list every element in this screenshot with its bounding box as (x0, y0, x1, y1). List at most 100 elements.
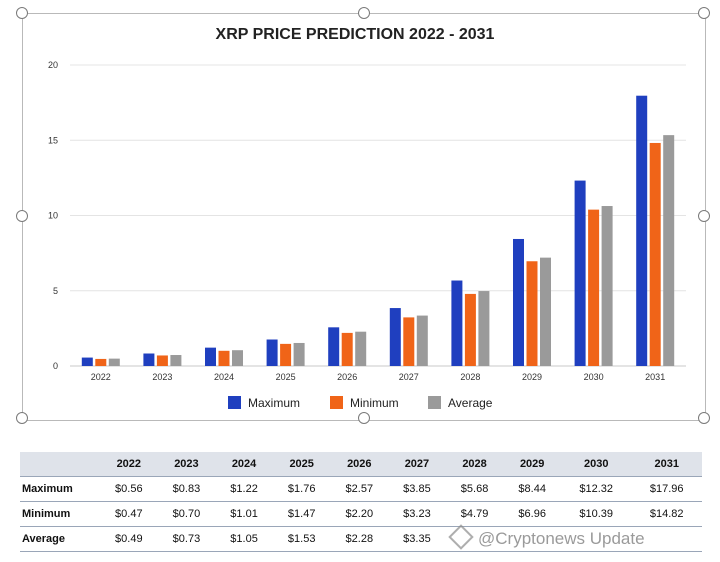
bar-maximum-2029 (513, 238, 524, 366)
table-header-row: 2022 2023 2024 2025 2026 2027 2028 2029 2030 2031 (20, 452, 702, 477)
legend-label-average: Average (448, 396, 493, 410)
bars (81, 95, 675, 367)
table-row-label: Minimum (20, 501, 100, 527)
bar-average-2030 (601, 206, 613, 366)
table-row: Maximum $0.56 $0.83 $1.22 $1.76 $2.57 $3.85 $5.… (20, 476, 702, 502)
table-header-cell: 2029 (503, 452, 561, 477)
bar-average-2027 (416, 315, 428, 366)
table-cell: $5.68 (445, 476, 504, 502)
table-cell: $1.47 (272, 501, 331, 527)
table-body: Maximum $0.56 $0.83 $1.22 $1.76 $2.57 $3.85 $5.… (20, 476, 702, 552)
table-header-cell: 2028 (445, 452, 504, 477)
bar-maximum-2031 (636, 95, 648, 367)
x-tick-label: 2023 (152, 372, 172, 382)
legend-swatch-average (428, 396, 441, 409)
table-cell (631, 526, 702, 552)
watermark-text: @Cryptonews Update (478, 529, 645, 548)
bar-average-2022 (108, 358, 120, 366)
table-cell: $3.85 (388, 476, 446, 502)
x-tick-label: 2026 (337, 372, 357, 382)
table-cell (503, 526, 561, 552)
x-tick-label: 2030 (584, 372, 604, 382)
x-tick-label: 2028 (460, 372, 480, 382)
table-cell (561, 526, 632, 552)
resize-handle-bottom-center[interactable] (358, 412, 370, 424)
resize-handle-top-left[interactable] (16, 7, 28, 19)
x-tick-label: 2031 (645, 372, 665, 382)
legend: Maximum Minimum Average (228, 396, 493, 410)
table-cell: $10.39 (561, 501, 632, 527)
table-cell: $12.32 (561, 476, 632, 502)
table-cell: $0.47 (100, 501, 158, 527)
x-tick-label: 2024 (214, 372, 234, 382)
table-cell: $3.23 (388, 501, 446, 527)
table-cell: $1.05 (215, 526, 273, 552)
bar-maximum-2030 (574, 180, 586, 366)
bar-maximum-2025 (266, 339, 278, 366)
table-header-cell: 2023 (157, 452, 216, 477)
y-tick-label: 15 (48, 135, 58, 145)
resize-handle-top-right[interactable] (698, 7, 710, 19)
bar-maximum-2024 (205, 347, 216, 366)
bar-maximum-2022 (81, 357, 93, 366)
bar-maximum-2023 (143, 353, 155, 366)
table-cell: $0.73 (157, 526, 216, 552)
table-cell: $0.70 (157, 501, 216, 527)
price-table: 2022 2023 2024 2025 2026 2027 2028 2029 2030 2031… (20, 452, 702, 552)
bar-average-2026 (355, 331, 367, 366)
table-cell: $1.01 (215, 501, 273, 527)
bar-minimum-2026 (341, 332, 353, 366)
bar-minimum-2027 (403, 317, 415, 366)
table-cell: $2.28 (330, 526, 389, 552)
table-cell: $0.83 (157, 476, 216, 502)
price-table-wrap: 2022 2023 2024 2025 2026 2027 2028 2029 2030 2031… (20, 452, 702, 552)
x-tick-label: 2029 (522, 372, 542, 382)
bar-average-2031 (663, 135, 675, 366)
y-tick-label: 20 (48, 60, 58, 70)
bar-minimum-2030 (588, 209, 600, 366)
legend-label-maximum: Maximum (248, 396, 300, 410)
bar-average-2024 (232, 350, 243, 366)
legend-swatch-maximum (228, 396, 241, 409)
table-header-cell: 2030 (561, 452, 632, 477)
x-tick-label: 2027 (399, 372, 419, 382)
y-tick-label: 5 (53, 286, 58, 296)
chart-title: XRP PRICE PREDICTION 2022 - 2031 (216, 26, 495, 43)
bar-maximum-2028 (451, 280, 463, 366)
table-cell: $2.57 (330, 476, 389, 502)
bar-maximum-2026 (328, 327, 340, 366)
bar-minimum-2023 (156, 355, 168, 366)
bar-average-2028 (478, 291, 490, 366)
table-cell: $1.22 (215, 476, 273, 502)
resize-handle-top-center[interactable] (358, 7, 370, 19)
legend-label-minimum: Minimum (350, 396, 399, 410)
x-tick-label: 2025 (276, 372, 296, 382)
table-cell: $1.76 (272, 476, 331, 502)
bar-maximum-2027 (389, 308, 401, 366)
table-cell: $0.49 (100, 526, 158, 552)
table-cell: $1.53 (272, 526, 331, 552)
resize-handle-middle-left[interactable] (16, 210, 28, 222)
watermark: @Cryptonews Update (448, 524, 645, 550)
bar-average-2029 (540, 257, 551, 366)
table-cell: $0.56 (100, 476, 158, 502)
table-header-cell: 2026 (330, 452, 389, 477)
table-cell: $2.20 (330, 501, 389, 527)
bar-minimum-2029 (526, 261, 538, 366)
y-tick-label: 10 (48, 211, 58, 221)
table-cell: $4.79 (445, 501, 504, 527)
resize-handle-middle-right[interactable] (698, 210, 710, 222)
x-axis-ticks: 2022 2023 2024 2025 2026 2027 2028 2029 2030 2031 (91, 372, 665, 382)
table-header-cell: 2022 (100, 452, 158, 477)
table-cell: $14.82 (631, 501, 702, 527)
table-row-label: Maximum (20, 476, 100, 502)
table-cell: $6.96 (503, 501, 561, 527)
resize-handle-bottom-right[interactable] (698, 412, 710, 424)
bar-minimum-2028 (464, 293, 476, 366)
table-cell (445, 526, 504, 552)
table-header-cell: 2027 (388, 452, 446, 477)
table-cell: $3.35 (388, 526, 446, 552)
table-header-cell: 2031 (631, 452, 702, 477)
resize-handle-bottom-left[interactable] (16, 412, 28, 424)
bar-average-2023 (170, 355, 182, 366)
